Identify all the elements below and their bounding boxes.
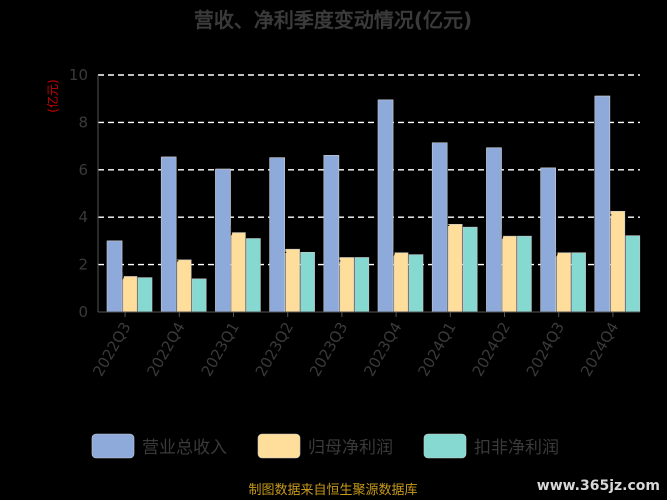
- x-tick-label: 2023Q3: [306, 319, 351, 380]
- bar-cover-2022Q3: [106, 240, 123, 313]
- legend-label: 归母净利润: [308, 438, 393, 458]
- y-axis-label: (亿元): [45, 79, 60, 112]
- y-tick-label: 2: [78, 256, 88, 274]
- y-tick-label: 4: [78, 208, 88, 226]
- bar-2-2024Q2: [502, 235, 517, 313]
- data-labels: 00540351619514930811: [106, 95, 613, 313]
- legend-label: 扣非净利润: [474, 438, 559, 458]
- y-tick-label: 0: [78, 303, 88, 321]
- bar-cover-2024Q4: [594, 95, 611, 313]
- y-tick-label: 6: [78, 161, 88, 179]
- bar-cover-2022Q4: [160, 156, 177, 313]
- bar-cover-2024Q2: [486, 147, 502, 313]
- bar-3-2023Q2: [300, 251, 315, 313]
- bar-cover-2023Q3: [323, 155, 340, 313]
- x-tick-label: 2024Q3: [523, 319, 568, 380]
- y-axis-ticks: 0 2 4 6 8 10: [69, 66, 88, 321]
- chart-title: 营收、净利季度变动情况(亿元): [194, 8, 472, 32]
- bar-3-2022Q3: [137, 277, 153, 313]
- bar-cover-2023Q4: [377, 99, 394, 313]
- x-axis-ticks: 2022Q3 2022Q4 2023Q1 2023Q2 2023Q3 2023Q4 2024…: [89, 312, 622, 380]
- bar-cover-2023Q2: [269, 157, 285, 313]
- x-tick-label: 2024Q4: [577, 319, 622, 380]
- bars: [107, 95, 641, 313]
- x-tick-label: 2022Q4: [143, 319, 188, 380]
- bar-3-2024Q1: [462, 226, 478, 313]
- bar-3-2022Q4: [191, 278, 207, 313]
- bar-3-2024Q4: [625, 235, 641, 313]
- legend-swatch: [91, 433, 135, 459]
- grid-lines: [98, 74, 640, 266]
- bar-cover-2024Q3: [540, 167, 556, 313]
- bar-3-2024Q2: [517, 235, 532, 313]
- bar-3-2023Q1: [246, 238, 261, 313]
- x-tick-label: 2024Q1: [414, 319, 459, 380]
- legend: 营业总收入 归母净利润 扣非净利润: [91, 433, 559, 459]
- bar-2-2023Q4: [393, 252, 409, 313]
- x-tick-label: 2023Q2: [252, 319, 297, 380]
- x-tick-label: 2022Q3: [89, 319, 134, 380]
- x-tick-label: 2023Q1: [198, 319, 243, 380]
- bar-2-2023Q2: [285, 248, 300, 313]
- y-tick-label: 10: [69, 66, 88, 84]
- bar-2-2023Q1: [231, 232, 246, 313]
- legend-swatch: [257, 433, 301, 459]
- legend-label: 营业总收入: [142, 438, 227, 458]
- watermark: www.365jz.com: [537, 478, 660, 494]
- bar-2-2022Q3: [122, 276, 138, 313]
- bar-cover-2023Q1: [215, 168, 231, 313]
- bar-2-2024Q4: [610, 210, 626, 313]
- y-tick-label: 8: [78, 113, 88, 131]
- bar-3-2023Q4: [408, 254, 424, 313]
- x-tick-label: 2023Q4: [360, 319, 405, 380]
- bar-2-2023Q3: [339, 257, 355, 313]
- bar-2-2022Q4: [176, 259, 192, 313]
- bar-3-2023Q3: [354, 257, 370, 313]
- x-tick-label: 2024Q2: [469, 319, 514, 380]
- bar-cover-2024Q1: [431, 142, 448, 313]
- bar-3-2024Q3: [571, 252, 586, 313]
- bar-2-2024Q1: [447, 224, 463, 313]
- bar-2-2024Q3: [556, 252, 571, 313]
- legend-swatch: [423, 433, 467, 459]
- source-note: 制图数据来自恒生聚源数据库: [248, 482, 417, 498]
